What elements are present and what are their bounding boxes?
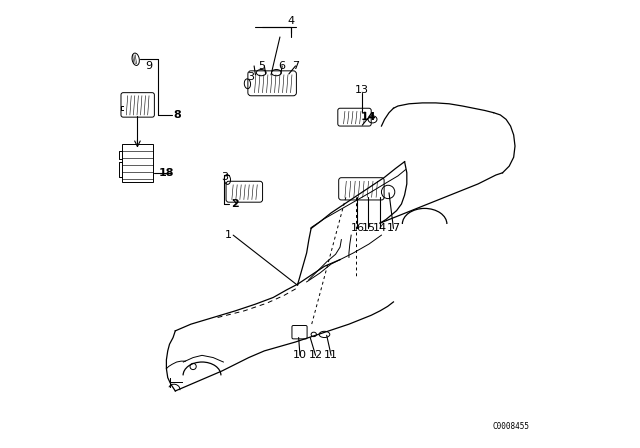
Text: 14: 14	[361, 112, 377, 122]
Text: 3: 3	[248, 72, 255, 82]
Text: 16: 16	[351, 224, 365, 233]
Text: 11: 11	[324, 350, 338, 360]
Text: 7: 7	[292, 61, 299, 71]
Text: 3: 3	[221, 172, 228, 182]
Text: 6: 6	[278, 61, 285, 71]
Text: 17: 17	[387, 224, 401, 233]
Text: 10: 10	[293, 350, 307, 360]
Text: 14: 14	[373, 224, 387, 233]
Text: C0008455: C0008455	[492, 422, 529, 431]
Text: 12: 12	[308, 350, 323, 360]
Text: 18: 18	[159, 168, 174, 178]
Text: 13: 13	[355, 86, 369, 95]
Text: 2: 2	[232, 199, 239, 209]
Text: 1: 1	[225, 230, 232, 240]
Text: 4: 4	[287, 17, 294, 26]
Text: 5: 5	[259, 61, 266, 71]
Text: 8: 8	[173, 110, 181, 120]
Text: 15: 15	[362, 224, 376, 233]
Text: 9: 9	[145, 61, 152, 71]
